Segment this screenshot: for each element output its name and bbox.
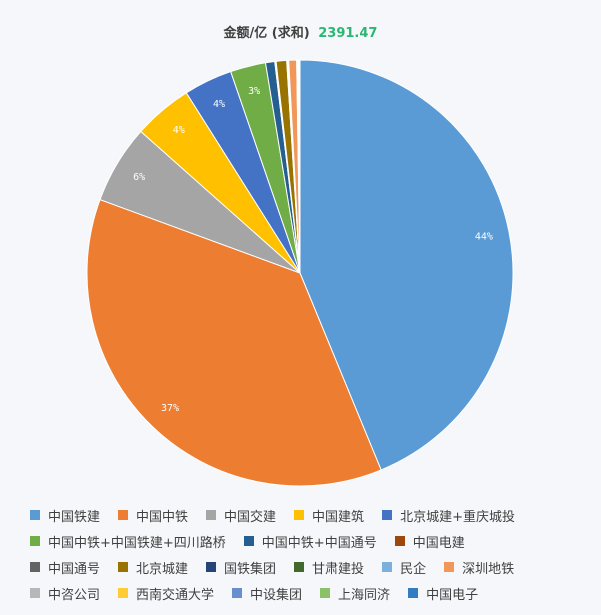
legend-label: 深圳地铁	[462, 561, 515, 577]
legend-swatch	[30, 588, 40, 598]
legend-row: 中国通号 北京城建 国铁集团 甘肃建投 民企 深圳地铁	[30, 554, 590, 580]
legend-row: 中国中铁+中国铁建+四川路桥 中国中铁+中国通号 中国电建	[30, 528, 590, 554]
legend-label: 中国交建	[224, 509, 277, 525]
legend-item[interactable]: 国铁集团	[206, 558, 276, 577]
legend-item[interactable]: 甘肃建投	[294, 558, 364, 577]
legend-label: 中设集团	[250, 587, 303, 603]
legend-swatch	[320, 588, 331, 598]
legend-label: 甘肃建投	[312, 561, 365, 577]
legend-label: 中国中铁	[136, 509, 189, 525]
legend-label: 民企	[400, 561, 427, 577]
pie-slice-label-5: 3%	[248, 86, 260, 97]
legend-swatch	[243, 536, 254, 546]
legend-item[interactable]: 中国中铁+中国铁建+四川路桥	[30, 532, 226, 551]
legend-item[interactable]: 中国电子	[408, 584, 478, 603]
legend-swatch	[118, 510, 129, 520]
legend-swatch	[394, 536, 405, 546]
legend-swatch	[408, 588, 419, 598]
legend-item[interactable]: 中设集团	[232, 584, 302, 603]
legend-row: 中国铁建 中国中铁 中国交建 中国建筑 北京城建+重庆城投	[30, 502, 590, 528]
legend-swatch	[206, 562, 217, 572]
legend-label: 中国中铁+中国铁建+四川路桥	[48, 535, 226, 551]
pie-slice-0[interactable]	[299, 59, 514, 471]
legend-label: 中国电建	[412, 535, 465, 551]
legend-label: 国铁集团	[224, 561, 277, 577]
legend-row: 中咨公司 西南交通大学 中设集团 上海同济 中国电子	[30, 580, 590, 606]
legend-item[interactable]: 北京城建	[118, 558, 188, 577]
legend-label: 中国电子	[426, 587, 479, 603]
legend-label: 中国铁建	[48, 509, 101, 525]
legend-item[interactable]: 西南交通大学	[118, 584, 214, 603]
legend-swatch	[118, 588, 129, 598]
legend-label: 中国中铁+中国通号	[261, 535, 377, 551]
legend-swatch	[294, 562, 305, 572]
legend-item[interactable]: 中咨公司	[30, 584, 100, 603]
legend-swatch	[444, 562, 455, 572]
pie-slice-label-2: 6%	[133, 172, 145, 183]
legend-label: 上海同济	[338, 587, 391, 603]
pie-slice-label-3: 4%	[173, 125, 185, 136]
legend-label: 北京城建+重庆城投	[400, 509, 515, 525]
legend-swatch	[232, 588, 243, 598]
pie-slice-label-0: 44%	[475, 232, 493, 243]
legend-swatch	[382, 510, 393, 520]
legend-item[interactable]: 中国通号	[30, 558, 100, 577]
legend-swatch	[294, 510, 305, 520]
legend-swatch	[30, 510, 40, 520]
legend-item[interactable]: 中国中铁	[118, 506, 188, 525]
legend-item[interactable]: 民企	[382, 558, 426, 577]
legend-swatch	[30, 536, 40, 546]
legend-item[interactable]: 中国建筑	[294, 506, 364, 525]
legend-label: 中国建筑	[312, 509, 365, 525]
pie-slice-label-1: 37%	[161, 403, 179, 414]
legend-item[interactable]: 中国铁建	[30, 506, 100, 525]
legend-item[interactable]: 上海同济	[320, 584, 390, 603]
legend-swatch	[118, 562, 129, 572]
chart-title-label: 金额/亿 (求和)	[223, 26, 310, 41]
chart-title: 金额/亿 (求和) 2391.47	[0, 22, 601, 41]
legend-swatch	[206, 510, 217, 520]
legend-label: 中咨公司	[48, 587, 101, 603]
chart-legend: 中国铁建 中国中铁 中国交建 中国建筑 北京城建+重庆城投 中国中铁+中国铁建+四川路桥中…	[30, 502, 590, 606]
legend-item[interactable]: 中国电建	[394, 532, 465, 551]
pie-slice-18[interactable]	[298, 59, 301, 274]
legend-label: 西南交通大学	[136, 587, 215, 603]
legend-item[interactable]: 北京城建+重庆城投	[382, 506, 515, 525]
pie-chart: 44% 37% 6% 4% 4% 3%	[86, 59, 514, 487]
legend-label: 中国通号	[48, 561, 101, 577]
pie-slice-label-4: 4%	[213, 99, 225, 110]
legend-item[interactable]: 中国交建	[206, 506, 276, 525]
chart-total-value: 2391.47	[318, 26, 378, 41]
legend-swatch	[382, 562, 393, 572]
legend-item[interactable]: 深圳地铁	[444, 558, 514, 577]
legend-item[interactable]: 中国中铁+中国通号	[243, 532, 377, 551]
legend-swatch	[30, 562, 40, 572]
pie-slice-1[interactable]	[86, 198, 382, 487]
legend-label: 北京城建	[136, 561, 189, 577]
